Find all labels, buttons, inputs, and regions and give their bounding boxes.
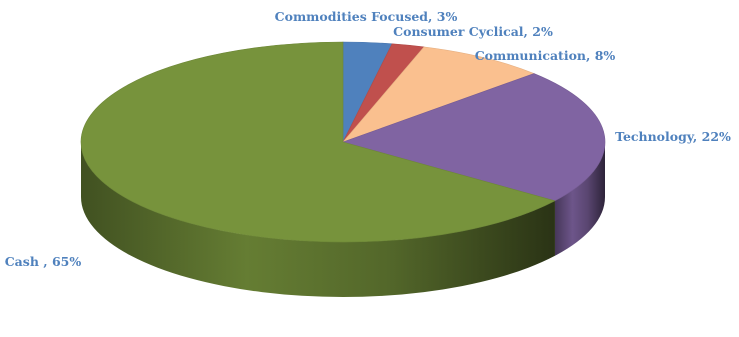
label-consumer-cyclical: Consumer Cyclical, 2% [393,24,553,39]
pie-slices [80,41,606,243]
slice-cash[interactable] [80,41,556,243]
label-commodities-focused: Commodities Focused, 3% [275,9,458,24]
slice-technology[interactable] [342,73,606,202]
side-cash [80,142,555,297]
side-technology [554,142,605,256]
slice-communication[interactable] [342,46,535,143]
label-communication: Communication, 8% [475,48,616,63]
pie-labels: Commodities Focused, 3% Consumer Cyclica… [5,9,731,269]
label-technology: Technology, 22% [615,129,731,144]
pie-sides [80,142,605,297]
label-cash: Cash , 65% [5,254,82,269]
